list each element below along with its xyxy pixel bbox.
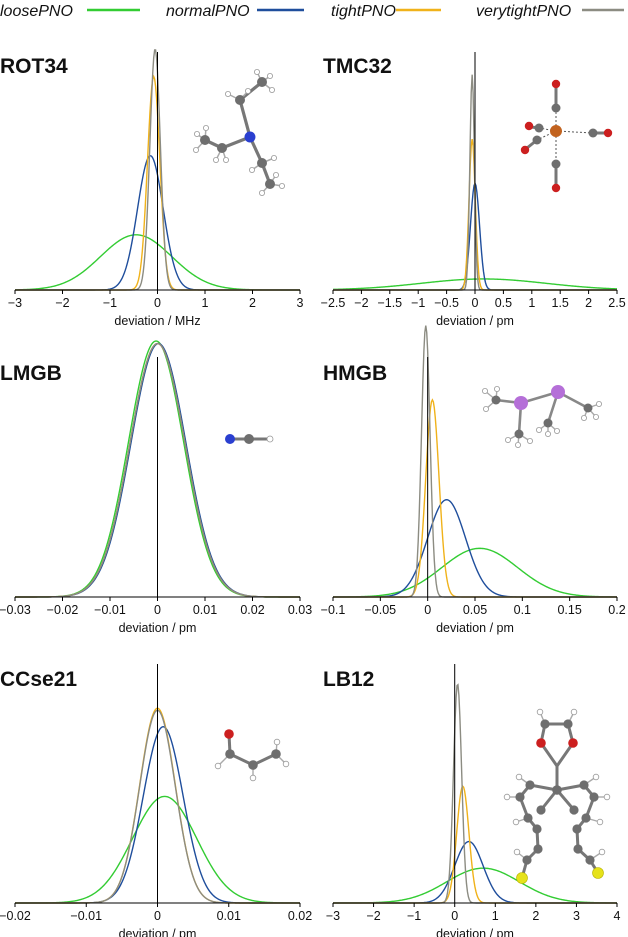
x-tick-label: 0 bbox=[154, 909, 161, 923]
x-axis-label: deviation / pm bbox=[436, 927, 514, 937]
panel-title: TMC32 bbox=[323, 55, 392, 78]
acrolein-molecule bbox=[214, 729, 290, 782]
panel-title: ROT34 bbox=[0, 55, 68, 78]
legend-item-normalpno: normalPNO bbox=[166, 3, 304, 20]
legend-label: loosePNO bbox=[0, 3, 73, 20]
panel-title: HMGB bbox=[323, 362, 387, 385]
panel-tmc32: TMC32 −2.5 −2 −1.5 −1 −0.5 0 0.5 1 1.5 2 2.5 deviati… bbox=[321, 52, 626, 328]
panel-title: LMGB bbox=[0, 362, 62, 385]
x-tick-label: 0 bbox=[472, 296, 479, 310]
x-tick-label: 2 bbox=[532, 909, 539, 923]
legend-item-loosepno: loosePNO bbox=[0, 3, 140, 20]
x-axis-label: deviation / pm bbox=[119, 927, 197, 937]
x-tick-label: 0.01 bbox=[193, 603, 217, 617]
panel-hmgb: HMGB −0.1 −0.05 0 0.05 0.1 0.15 0.2 deviation / … bbox=[321, 325, 626, 635]
x-tick-label: −2 bbox=[55, 296, 69, 310]
legend-label: verytightPNO bbox=[476, 3, 571, 20]
density-curves bbox=[15, 340, 300, 598]
x-tick-label: 0.01 bbox=[217, 909, 241, 923]
x-tick-label: −0.5 bbox=[434, 296, 459, 310]
x-tick-label: −2.5 bbox=[321, 296, 346, 310]
x-tick-label: 2 bbox=[585, 296, 592, 310]
x-tick-label: 2 bbox=[249, 296, 256, 310]
x-tick-label: 2.5 bbox=[608, 296, 625, 310]
x-tick-label: 0.15 bbox=[557, 603, 581, 617]
hcn-molecule bbox=[225, 434, 274, 444]
x-tick-label: 0.02 bbox=[240, 603, 264, 617]
x-tick-label: −1 bbox=[407, 909, 421, 923]
legend-label: normalPNO bbox=[166, 3, 250, 20]
x-tick-label: −0.03 bbox=[0, 603, 31, 617]
x-tick-label: −2 bbox=[366, 909, 380, 923]
x-tick-label: 0.5 bbox=[495, 296, 512, 310]
x-tick-label: 4 bbox=[614, 909, 621, 923]
x-tick-label: 0.2 bbox=[608, 603, 625, 617]
x-tick-label: 1 bbox=[202, 296, 209, 310]
legend-label: tightPNO bbox=[331, 3, 396, 20]
x-tick-label: −0.01 bbox=[94, 603, 126, 617]
x-axis-label: deviation / pm bbox=[436, 314, 514, 328]
x-tick-label: 0 bbox=[154, 603, 161, 617]
x-tick-label: 1.5 bbox=[552, 296, 569, 310]
legend-item-tightpno: tightPNO bbox=[331, 3, 441, 20]
panel-lb12: LB12 −3 −2 −1 0 1 2 3 4 deviation / pm bbox=[323, 664, 621, 937]
x-tick-label: −0.1 bbox=[321, 603, 346, 617]
x-tick-label: 0 bbox=[424, 603, 431, 617]
x-tick-label: −0.05 bbox=[365, 603, 397, 617]
x-tick-label: 3 bbox=[573, 909, 580, 923]
x-tick-label: 0.03 bbox=[288, 603, 312, 617]
x-tick-label: −1 bbox=[411, 296, 425, 310]
panel-title: CCse21 bbox=[0, 668, 77, 691]
panel-ccse21: CCse21 −0.02 −0.01 0 0.01 0.02 deviation / pm bbox=[0, 664, 312, 937]
x-tick-label: −3 bbox=[326, 909, 340, 923]
panel-title: LB12 bbox=[323, 668, 374, 691]
x-tick-label: 0 bbox=[154, 296, 161, 310]
x-tick-label: −1.5 bbox=[377, 296, 402, 310]
x-axis-label: deviation / MHz bbox=[114, 314, 200, 328]
triethylamine-molecule bbox=[192, 69, 285, 196]
x-tick-label: −0.02 bbox=[47, 603, 79, 617]
x-tick-label: 1 bbox=[492, 909, 499, 923]
tetramethyldiarsine-molecule bbox=[481, 385, 603, 448]
x-tick-label: −3 bbox=[8, 296, 22, 310]
x-tick-label: −2 bbox=[354, 296, 368, 310]
legend: loosePNO normalPNO tightPNO verytightPNO bbox=[0, 3, 624, 20]
iron-pentacarbonyl-molecule bbox=[520, 79, 613, 193]
curve-verytightpno bbox=[333, 683, 617, 904]
x-tick-label: 0.05 bbox=[463, 603, 487, 617]
curve-loosepno bbox=[333, 547, 617, 598]
panel-lmgb: LMGB −0.03 −0.02 −0.01 0 0.01 0.02 0.03 deviatio… bbox=[0, 340, 312, 635]
x-axis-label: deviation / pm bbox=[119, 621, 197, 635]
density-curves bbox=[333, 683, 618, 904]
x-axis-label: deviation / pm bbox=[436, 621, 514, 635]
curve-verytightpno bbox=[15, 342, 300, 598]
x-tick-label: 3 bbox=[297, 296, 304, 310]
curve-tightpno bbox=[333, 398, 617, 598]
spiro-dithiophene-molecule bbox=[503, 708, 611, 884]
x-tick-label: 0 bbox=[451, 909, 458, 923]
curve-tightpno bbox=[333, 784, 617, 904]
x-tick-label: −0.01 bbox=[70, 909, 102, 923]
x-tick-label: 1 bbox=[528, 296, 535, 310]
legend-item-verytightpno: verytightPNO bbox=[476, 3, 624, 20]
x-tick-label: −0.02 bbox=[0, 909, 31, 923]
x-tick-label: 0.1 bbox=[514, 603, 531, 617]
x-tick-label: −1 bbox=[103, 296, 117, 310]
x-tick-label: 0.02 bbox=[288, 909, 312, 923]
panel-rot34: ROT34 −3 −2 −1 0 1 2 3 deviation / MHz bbox=[0, 49, 304, 328]
